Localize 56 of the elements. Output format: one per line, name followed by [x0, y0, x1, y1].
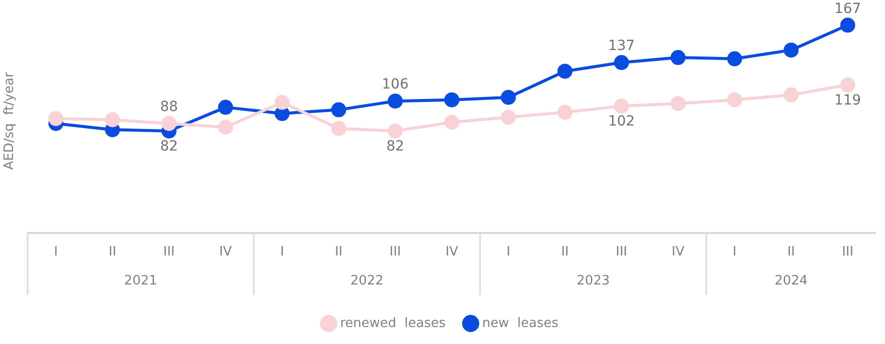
x-tick-label: II [561, 244, 569, 260]
x-tick-label: IV [445, 244, 458, 260]
point [840, 18, 856, 33]
point [218, 100, 234, 115]
point [331, 102, 346, 118]
legend-label: renewed leases [340, 316, 446, 331]
point [48, 111, 64, 126]
point [557, 104, 572, 120]
point [444, 92, 460, 108]
x-tick-label: I [280, 244, 284, 260]
data-label: 102 [608, 114, 635, 130]
point [500, 90, 516, 105]
data-label: 106 [382, 76, 409, 93]
legend-label: new leases [482, 316, 559, 331]
point [500, 110, 516, 125]
x-tick-label: III [163, 244, 175, 260]
data-label: 82 [160, 138, 178, 155]
point [670, 96, 686, 112]
point [331, 120, 346, 136]
point [840, 77, 856, 92]
x-tick-label: III [842, 244, 854, 260]
point [388, 94, 403, 109]
x-tick-label: I [732, 244, 737, 260]
data-label: 119 [834, 92, 862, 109]
y-axis-title: AED/sq ft/year [2, 72, 18, 170]
x-tick-label: IV [219, 244, 232, 260]
data-label: 88 [160, 99, 178, 116]
x-tick-label: IV [672, 244, 685, 260]
point [784, 87, 799, 102]
data-label: 167 [834, 0, 862, 17]
point [614, 98, 629, 114]
point [104, 112, 120, 128]
point [727, 51, 742, 66]
point [557, 64, 572, 79]
x-tick-label: II [108, 244, 116, 260]
x-tick-label: I [54, 244, 58, 260]
x-tick-label: II [787, 244, 795, 260]
data-label: 137 [608, 38, 635, 54]
point [614, 55, 629, 70]
point [784, 42, 799, 58]
text: 2024 [774, 273, 808, 288]
data-label: 82 [386, 138, 404, 155]
x-tick-label: III [389, 244, 401, 260]
point [670, 50, 686, 66]
text: 2023 [576, 273, 610, 288]
point [727, 92, 742, 108]
point [274, 94, 290, 110]
point [162, 116, 176, 131]
point [444, 114, 460, 130]
x-tick-label: III [616, 244, 628, 260]
x-tick-label: I [506, 244, 510, 260]
text: 2022 [350, 273, 384, 288]
point [218, 120, 234, 135]
point [388, 123, 403, 138]
text: 2021 [124, 273, 158, 288]
x-tick-label: II [334, 244, 343, 260]
